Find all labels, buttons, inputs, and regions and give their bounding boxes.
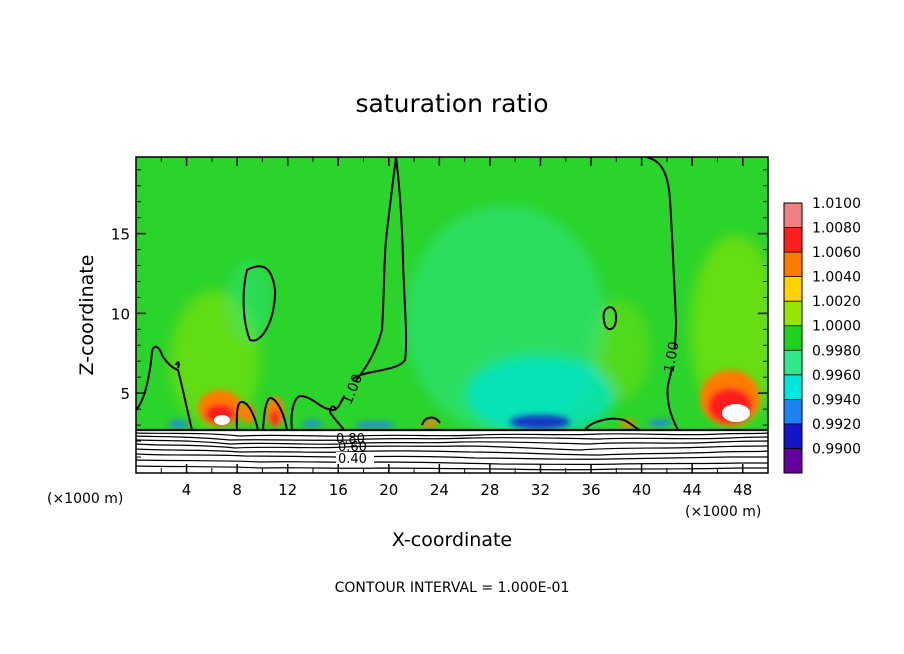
colorbar-label: 1.0080 bbox=[812, 221, 861, 237]
colorbar: 1.0100 1.0080 1.0060 1.0040 1.0020 1.0000 0.99… bbox=[783, 196, 861, 474]
contour-line bbox=[136, 448, 768, 456]
colorbar-label: 0.9940 bbox=[812, 392, 861, 408]
plot-frame bbox=[135, 156, 769, 474]
field-low-region bbox=[465, 355, 615, 435]
colorbar-label: 0.9900 bbox=[812, 441, 861, 457]
x-tick-label: 16 bbox=[329, 481, 348, 499]
colorbar-swatch bbox=[784, 203, 802, 229]
chart-title: saturation ratio bbox=[355, 89, 548, 118]
contour-line bbox=[351, 157, 408, 381]
contour-line bbox=[645, 157, 679, 431]
x-tick-label: 8 bbox=[232, 481, 242, 499]
x-tick-label: 40 bbox=[632, 481, 651, 499]
colorbar-swatch bbox=[784, 374, 802, 400]
field-minimum bbox=[648, 419, 672, 427]
x-axis-label: X-coordinate bbox=[392, 529, 512, 551]
x-unit-label-right: (×1000 m) bbox=[685, 504, 761, 520]
field-low-region bbox=[228, 260, 272, 340]
x-tick-label: 28 bbox=[480, 481, 499, 499]
y-axis: 5 10 15 bbox=[111, 169, 768, 458]
y-tick-label: 10 bbox=[111, 305, 130, 323]
contour-labels: 1.00 1.00 0.80 0.60 0.40 bbox=[336, 340, 686, 467]
x-tick-label: 48 bbox=[733, 481, 752, 499]
contour-line bbox=[136, 439, 768, 445]
contour-line bbox=[136, 432, 768, 437]
contour-line bbox=[235, 400, 259, 431]
contour-line bbox=[136, 443, 768, 451]
y-tick-label: 15 bbox=[111, 226, 130, 244]
colorbar-swatch bbox=[784, 276, 802, 302]
field-minimum bbox=[168, 420, 188, 428]
field-minimum bbox=[302, 420, 322, 428]
colorbar-swatch bbox=[784, 423, 802, 449]
colorbar-swatch bbox=[784, 350, 802, 376]
colorbar-swatch bbox=[784, 399, 802, 425]
x-tick-label: 24 bbox=[430, 481, 449, 499]
colorbar-label: 0.9960 bbox=[812, 368, 861, 384]
contour-label-4: 0.60 bbox=[338, 440, 367, 455]
field-maximum bbox=[620, 419, 636, 429]
colorbar-label: 0.9980 bbox=[812, 343, 861, 359]
x-tick-label: 4 bbox=[182, 481, 192, 499]
colorbar-swatch bbox=[784, 227, 802, 253]
saturated-core bbox=[214, 415, 230, 425]
colorbar-swatch bbox=[784, 301, 802, 327]
contour-line bbox=[136, 465, 768, 471]
field-maximum bbox=[241, 404, 255, 424]
y-axis-label: Z-coordinate bbox=[76, 255, 98, 376]
field-minimum bbox=[510, 415, 570, 429]
saturated-core bbox=[722, 404, 750, 422]
x-tick-label: 20 bbox=[379, 481, 398, 499]
colorbar-label: 1.0060 bbox=[812, 245, 861, 261]
contour-lines bbox=[136, 157, 768, 471]
contour-line bbox=[328, 405, 345, 431]
colorbar-swatch bbox=[784, 325, 802, 351]
x-tick-label: 44 bbox=[683, 481, 702, 499]
colorbar-label: 1.0000 bbox=[812, 319, 861, 335]
contour-line bbox=[136, 459, 768, 466]
x-axis: 4 8 12 16 20 24 28 32 36 40 44 48 bbox=[160, 157, 752, 499]
x-tick-label: 32 bbox=[531, 481, 550, 499]
x-tick-label: 12 bbox=[278, 481, 297, 499]
contour-label-3: 0.80 bbox=[336, 432, 365, 447]
contour-line bbox=[421, 416, 441, 426]
contour-label-5: 0.40 bbox=[338, 452, 367, 467]
contour-line bbox=[136, 435, 768, 441]
contour-line bbox=[584, 417, 641, 431]
field-maximum bbox=[422, 419, 438, 429]
y-tick-label: 5 bbox=[120, 385, 130, 403]
contour-line bbox=[242, 265, 277, 342]
plot-area bbox=[136, 157, 768, 473]
contour-line bbox=[602, 306, 618, 331]
contour-interval-footer: CONTOUR INTERVAL = 1.000E-01 bbox=[335, 580, 570, 596]
colorbar-label: 1.0020 bbox=[812, 294, 861, 310]
field-minimum bbox=[355, 421, 395, 429]
field-maximum bbox=[270, 410, 280, 426]
x-unit-label-left: (×1000 m) bbox=[47, 491, 123, 507]
colorbar-label: 1.0100 bbox=[812, 196, 861, 212]
contour-line bbox=[262, 396, 288, 431]
colorbar-label: 1.0040 bbox=[812, 270, 861, 286]
contour-line bbox=[136, 453, 768, 460]
colorbar-swatch bbox=[784, 252, 802, 278]
colorbar-swatch bbox=[784, 448, 802, 474]
contour-line bbox=[136, 345, 193, 431]
x-tick-label: 36 bbox=[581, 481, 600, 499]
colorbar-label: 0.9920 bbox=[812, 417, 861, 433]
contour-label-2: 1.00 bbox=[661, 340, 682, 373]
contour-line bbox=[175, 361, 180, 369]
